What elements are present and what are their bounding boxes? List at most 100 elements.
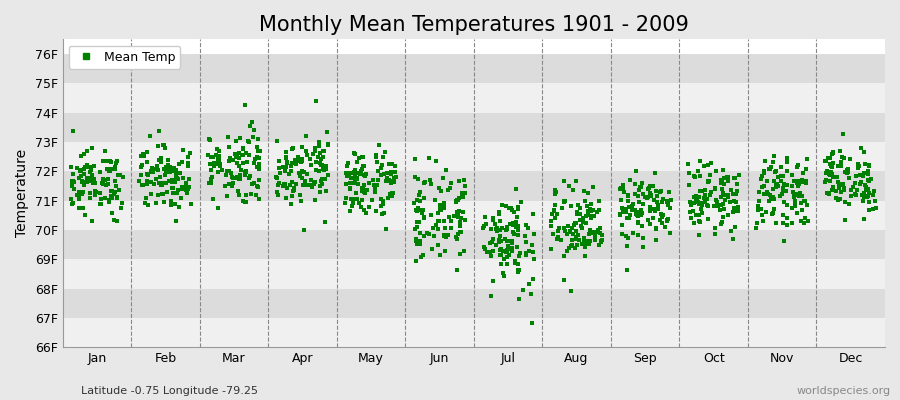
Point [417, 233, 431, 239]
Point [661, 198, 675, 204]
Point [140, 181, 154, 188]
Point [618, 206, 633, 213]
Bar [62, 200, 885, 230]
Point [238, 169, 252, 176]
Point [232, 172, 247, 178]
Point [526, 211, 541, 218]
Point [775, 190, 789, 197]
Point [575, 224, 590, 231]
Point [67, 127, 81, 134]
Point [450, 197, 464, 203]
Point [295, 155, 310, 162]
Point [272, 158, 286, 164]
Point [490, 225, 504, 231]
Point [826, 159, 841, 166]
Point [633, 184, 647, 190]
Point [794, 218, 808, 225]
Point [172, 161, 186, 168]
Point [829, 194, 843, 201]
Point [158, 145, 172, 152]
Point [862, 190, 877, 196]
Point [132, 178, 147, 184]
Point [411, 175, 426, 182]
Point [228, 151, 242, 158]
Point [649, 226, 663, 232]
Point [300, 133, 314, 139]
Point [494, 238, 508, 244]
Point [156, 142, 170, 148]
Point [339, 195, 354, 201]
Point [355, 197, 369, 204]
Point [287, 185, 302, 192]
Point [493, 218, 508, 224]
Point [788, 203, 802, 209]
Point [556, 253, 571, 260]
Point [578, 240, 592, 246]
Point [74, 153, 88, 159]
Point [411, 192, 426, 198]
Point [74, 167, 88, 173]
Point [773, 192, 788, 199]
Point [648, 206, 662, 212]
Point [692, 200, 706, 207]
Point [525, 242, 539, 249]
Point [420, 230, 435, 236]
Point [508, 220, 523, 226]
Point [681, 170, 696, 176]
Point [225, 156, 239, 163]
Point [165, 177, 179, 184]
Point [415, 210, 429, 217]
Point [449, 199, 464, 205]
Point [840, 170, 854, 177]
Point [771, 173, 786, 180]
Point [710, 203, 724, 210]
Point [759, 209, 773, 215]
Point [508, 224, 523, 230]
Point [821, 154, 835, 161]
Point [278, 164, 293, 170]
Point [660, 198, 674, 205]
Point [99, 158, 113, 164]
Point [550, 211, 564, 217]
Point [714, 194, 728, 200]
Point [714, 180, 728, 186]
Point [575, 215, 590, 221]
Point [785, 220, 799, 227]
Point [826, 149, 841, 156]
Point [317, 148, 331, 154]
Point [647, 170, 662, 176]
Point [701, 178, 716, 184]
Point [156, 191, 170, 197]
Point [172, 204, 186, 210]
Point [319, 187, 333, 194]
Point [167, 200, 182, 207]
Point [521, 248, 535, 254]
Point [408, 174, 422, 180]
Point [410, 241, 425, 248]
Point [239, 150, 254, 156]
Point [108, 188, 122, 195]
Point [413, 189, 428, 195]
Point [347, 167, 362, 173]
Point [141, 202, 156, 208]
Point [691, 212, 706, 218]
Point [500, 238, 515, 244]
Point [851, 163, 866, 169]
Point [511, 269, 526, 276]
Point [507, 209, 521, 216]
Point [860, 186, 875, 192]
Point [417, 180, 431, 186]
Point [588, 232, 602, 238]
Point [370, 182, 384, 188]
Point [620, 192, 634, 198]
Point [94, 201, 108, 207]
Point [698, 199, 712, 205]
Point [352, 155, 366, 161]
Point [516, 287, 530, 294]
Point [220, 133, 235, 140]
Point [850, 172, 864, 179]
Point [751, 206, 765, 213]
Point [757, 183, 771, 189]
Point [821, 190, 835, 197]
Point [451, 196, 465, 203]
